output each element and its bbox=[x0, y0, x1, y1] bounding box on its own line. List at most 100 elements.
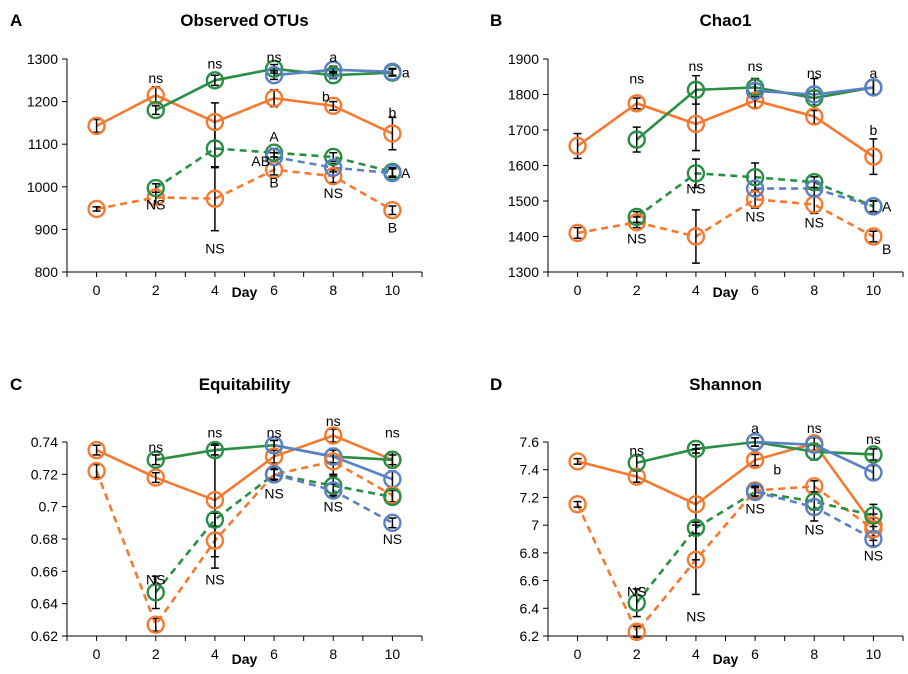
series-line bbox=[577, 441, 875, 526]
annotation-label: ns bbox=[208, 424, 223, 440]
annotation-label: ns bbox=[689, 58, 704, 74]
annotation-label: NS bbox=[805, 521, 824, 537]
data-point bbox=[627, 453, 646, 472]
data-point bbox=[686, 164, 706, 183]
error-bar bbox=[573, 500, 582, 508]
error-bar bbox=[869, 230, 878, 243]
data-point bbox=[87, 116, 106, 136]
data-point bbox=[745, 179, 765, 198]
data-point bbox=[264, 59, 284, 78]
x-tick-label: 6 bbox=[751, 282, 759, 298]
annotation-label: ns bbox=[267, 49, 282, 65]
data-point bbox=[264, 436, 284, 455]
data-point bbox=[205, 139, 225, 158]
error-bar bbox=[810, 480, 819, 493]
data-point bbox=[568, 452, 587, 471]
y-tick-label: 7.6 bbox=[520, 434, 540, 450]
data-point bbox=[205, 71, 225, 90]
data-point bbox=[864, 529, 883, 549]
x-tick-label: 4 bbox=[692, 646, 700, 662]
y-tick-label: 0.72 bbox=[31, 466, 58, 482]
error-bar bbox=[329, 100, 338, 111]
y-tick-label: 0.64 bbox=[31, 596, 58, 612]
annotation-label: B bbox=[269, 175, 278, 191]
error-bar bbox=[869, 448, 878, 461]
data-point bbox=[205, 491, 225, 510]
error-bar bbox=[691, 521, 700, 535]
data-point bbox=[383, 487, 402, 507]
annotation-label: ns bbox=[267, 424, 282, 440]
series-line bbox=[755, 187, 874, 208]
panel-letter: B bbox=[490, 11, 502, 30]
data-point bbox=[686, 114, 706, 134]
y-tick-label: 900 bbox=[35, 221, 59, 237]
x-tick-label: 10 bbox=[866, 282, 882, 298]
data-point bbox=[87, 199, 106, 219]
x-tick-label: 0 bbox=[574, 646, 582, 662]
annotation-label: b bbox=[870, 122, 878, 138]
data-point bbox=[805, 435, 824, 454]
annotation-label: B bbox=[388, 219, 397, 235]
data-point bbox=[205, 189, 225, 208]
y-tick-label: 6.2 bbox=[520, 628, 540, 644]
annotation-label: NS bbox=[324, 499, 343, 515]
error-bar bbox=[388, 517, 397, 529]
data-point bbox=[146, 450, 165, 469]
data-point bbox=[264, 65, 284, 85]
y-tick-label: 1100 bbox=[28, 136, 58, 152]
y-tick-label: 1000 bbox=[27, 179, 58, 195]
annotation-label: A bbox=[882, 198, 892, 214]
data-point bbox=[745, 81, 765, 101]
data-point bbox=[383, 163, 402, 183]
error-bar bbox=[751, 486, 760, 497]
error-bar bbox=[869, 138, 878, 176]
data-point bbox=[686, 495, 706, 514]
annotation-label: NS bbox=[686, 609, 705, 625]
data-point bbox=[324, 452, 343, 471]
annotation-label: NS bbox=[805, 214, 824, 230]
y-tick-label: 7.2 bbox=[520, 489, 540, 505]
error-bar bbox=[632, 588, 641, 618]
annotation-label: NS bbox=[324, 185, 343, 201]
data-point bbox=[87, 461, 106, 481]
y-tick-label: 0.66 bbox=[31, 563, 58, 579]
data-point bbox=[627, 130, 646, 149]
annotation-label: NS bbox=[383, 531, 402, 547]
y-tick-label: 0.74 bbox=[31, 434, 58, 450]
annotation-label: NS bbox=[627, 584, 646, 600]
data-point bbox=[627, 207, 646, 227]
annotation-label: B bbox=[882, 241, 891, 257]
data-point bbox=[264, 465, 284, 484]
annotation-label: NS bbox=[745, 501, 764, 517]
x-tick-label: 6 bbox=[751, 646, 759, 662]
x-tick-label: 0 bbox=[93, 282, 101, 298]
annotation-label: NS bbox=[205, 571, 224, 587]
data-point bbox=[745, 168, 765, 187]
data-point bbox=[324, 481, 343, 500]
data-point bbox=[324, 476, 343, 495]
data-point bbox=[383, 450, 402, 469]
x-axis-label: Day bbox=[713, 651, 739, 667]
data-point bbox=[805, 179, 824, 198]
data-point bbox=[205, 510, 225, 529]
annotation-label: NS bbox=[627, 230, 646, 246]
x-axis-label: Day bbox=[232, 284, 258, 300]
x-tick-label: 4 bbox=[692, 282, 700, 298]
x-tick-label: 8 bbox=[329, 282, 337, 298]
data-point bbox=[864, 78, 883, 97]
annotation-label: ns bbox=[807, 65, 822, 81]
panel-letter: C bbox=[10, 375, 22, 394]
x-tick-label: 4 bbox=[211, 282, 219, 298]
annotation-label: a bbox=[329, 49, 337, 65]
data-point bbox=[146, 583, 165, 602]
annotation-label: a bbox=[751, 420, 759, 436]
data-point bbox=[805, 107, 824, 126]
series-line bbox=[576, 485, 875, 635]
y-tick-label: 1600 bbox=[508, 158, 539, 174]
data-point bbox=[324, 447, 343, 466]
error-bar bbox=[151, 454, 160, 466]
data-point bbox=[324, 96, 343, 116]
x-tick-label: 10 bbox=[385, 282, 401, 298]
data-point bbox=[146, 468, 165, 487]
